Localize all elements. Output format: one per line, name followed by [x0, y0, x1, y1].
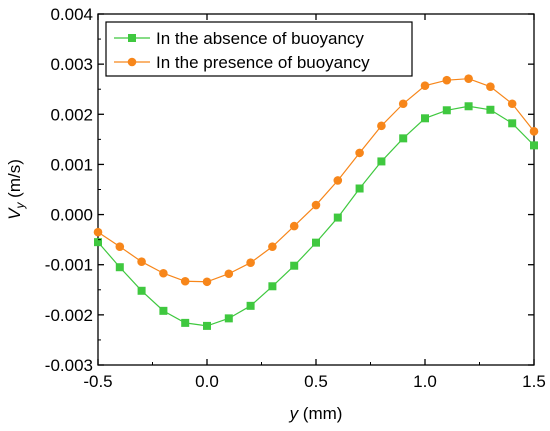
- data-point-presence: [180, 276, 190, 286]
- y-tick-label: 0.001: [50, 155, 93, 174]
- legend-label: In the presence of buoyancy: [156, 53, 370, 72]
- data-point-absence: [203, 321, 211, 330]
- data-point-absence: [377, 157, 386, 166]
- data-point-presence: [268, 242, 277, 251]
- data-point-presence: [529, 127, 539, 136]
- legend-marker-circle: [127, 57, 137, 67]
- data-point-presence: [420, 81, 430, 91]
- y-tick-label: 0.000: [50, 206, 93, 225]
- data-point-presence: [398, 99, 408, 109]
- legend-marker-square: [128, 34, 136, 42]
- x-axis-unit: (mm): [298, 404, 342, 423]
- x-axis-title: y (mm): [289, 404, 343, 423]
- data-point-presence: [333, 176, 343, 185]
- data-point-absence: [486, 105, 495, 114]
- data-point-presence: [137, 257, 146, 267]
- data-point-presence: [507, 99, 517, 109]
- data-point-presence: [355, 148, 364, 158]
- y-tick-label: 0.003: [50, 55, 93, 74]
- data-point-presence: [115, 242, 125, 251]
- data-point-absence: [333, 213, 342, 222]
- data-point-absence: [268, 282, 277, 291]
- x-tick-label: 0.0: [195, 372, 219, 391]
- data-point-presence: [159, 268, 168, 278]
- legend-label: In the absence of buoyancy: [156, 29, 364, 48]
- data-point-absence: [246, 301, 255, 310]
- y-tick-label: -0.003: [45, 356, 93, 375]
- data-point-absence: [508, 119, 517, 128]
- data-point-absence: [399, 134, 408, 143]
- data-point-absence: [442, 106, 451, 115]
- data-point-presence: [246, 258, 255, 268]
- data-point-presence: [442, 75, 452, 85]
- data-point-presence: [93, 227, 103, 237]
- data-point-absence: [312, 238, 320, 247]
- series-line-1: [97, 105, 535, 327]
- data-point-absence: [181, 318, 190, 327]
- data-point-absence: [224, 314, 233, 323]
- x-tick-label: 1.0: [413, 372, 437, 391]
- x-axis-variable: y: [289, 404, 300, 423]
- legend: In the absence of buoyancy In the presenc…: [105, 21, 413, 77]
- data-point-absence: [137, 286, 146, 295]
- data-point-absence: [530, 141, 538, 150]
- data-point-presence: [377, 121, 386, 131]
- x-tick-label: 1.5: [522, 372, 546, 391]
- data-point-absence: [290, 261, 299, 270]
- data-point-presence: [486, 82, 495, 92]
- data-point-absence: [464, 102, 473, 111]
- y-axis-title: Vy (m/s): [5, 159, 27, 220]
- y-tick-label: -0.002: [45, 306, 93, 325]
- y-tick-label: 0.002: [50, 105, 93, 124]
- x-tick-label: -0.5: [83, 372, 112, 391]
- data-point-absence: [421, 114, 429, 123]
- data-point-absence: [94, 238, 102, 247]
- legend-box: [105, 21, 413, 77]
- data-point-presence: [289, 221, 299, 231]
- y-tick-label: 0.004: [50, 5, 93, 24]
- data-point-absence: [159, 306, 168, 315]
- y-axis-variable: V: [5, 207, 24, 220]
- y-axis-unit: (m/s): [5, 159, 24, 202]
- data-point-absence: [115, 263, 124, 272]
- data-point-presence: [311, 200, 321, 210]
- y-tick-label: -0.001: [45, 256, 93, 275]
- data-point-presence: [224, 269, 234, 279]
- y-axis-subscript: y: [13, 202, 27, 210]
- data-point-presence: [202, 277, 212, 287]
- data-point-absence: [355, 184, 364, 193]
- data-point-presence: [464, 74, 473, 83]
- x-tick-label: 0.5: [304, 372, 328, 391]
